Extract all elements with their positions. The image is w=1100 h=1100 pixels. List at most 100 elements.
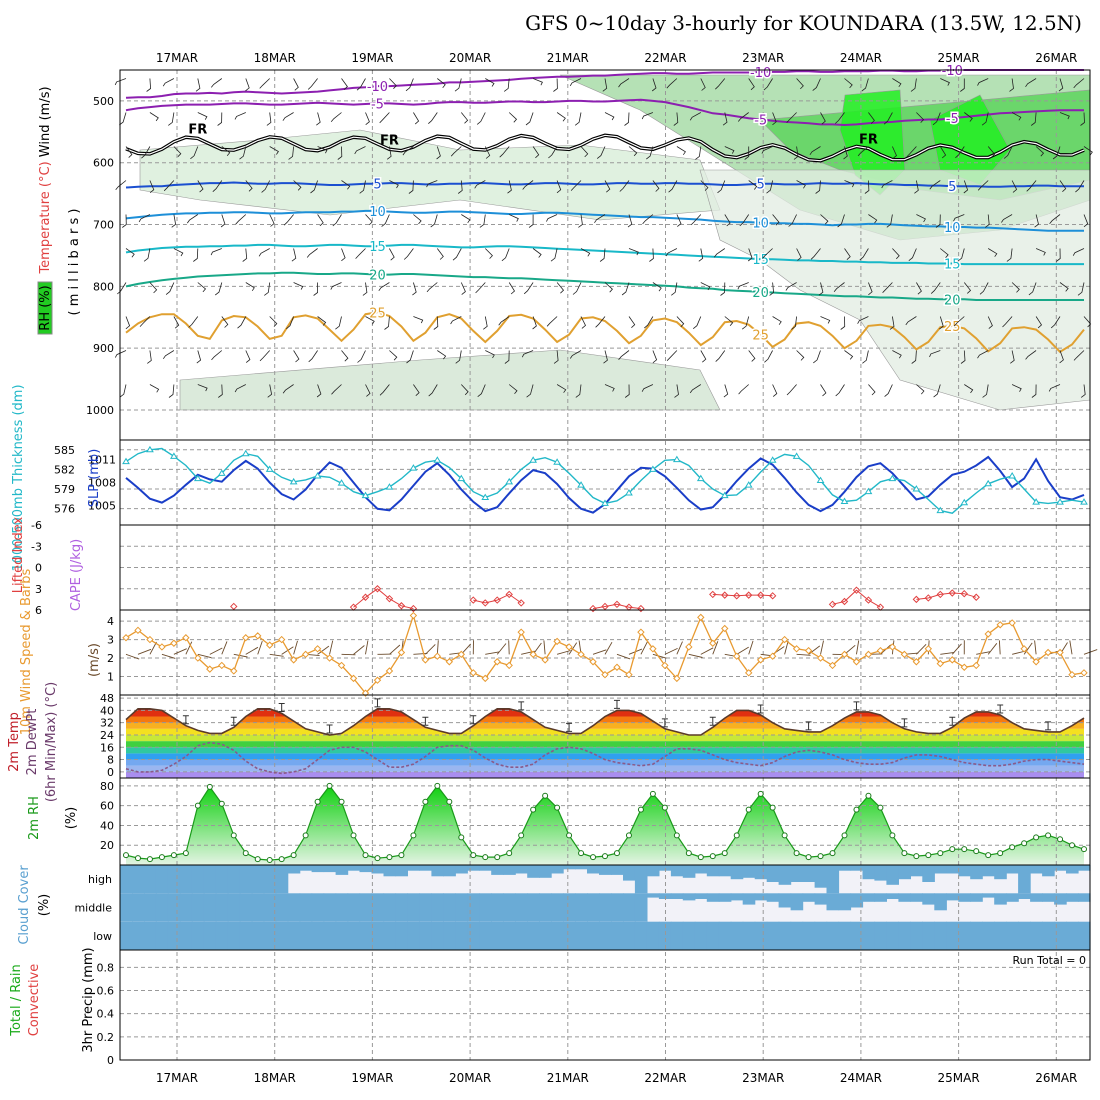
wind-barb bbox=[365, 316, 375, 325]
cloud-cover-cell bbox=[359, 921, 373, 950]
temperature-contour--10 bbox=[125, 69, 1084, 99]
cloud-cover-cell bbox=[623, 893, 636, 922]
surface-wind-barb bbox=[820, 640, 824, 655]
temperature-band bbox=[120, 695, 1090, 704]
cloud-cover-cell bbox=[766, 865, 780, 882]
wind-barb bbox=[504, 350, 510, 364]
wind-barb bbox=[668, 180, 678, 193]
thickness-marker bbox=[720, 491, 729, 499]
rh-marker bbox=[230, 832, 237, 839]
wind-barb bbox=[940, 78, 950, 86]
panel-side-label: (m/s) bbox=[87, 643, 102, 677]
thickness-marker bbox=[1032, 498, 1040, 505]
rh-marker bbox=[314, 798, 321, 805]
wind-barb bbox=[357, 350, 366, 363]
wind-barb bbox=[259, 350, 270, 362]
cloud-cover-cell bbox=[323, 865, 337, 873]
wind-barb bbox=[556, 384, 567, 393]
pressure-tick-label: 600 bbox=[93, 157, 114, 170]
wind-speed-marker bbox=[697, 613, 705, 622]
wind-barb bbox=[1083, 214, 1089, 228]
wind-barb bbox=[796, 248, 802, 261]
date-label-bottom: 18MAR bbox=[254, 1071, 296, 1085]
panel-side-label: Convective bbox=[27, 964, 42, 1037]
wind-barb bbox=[501, 248, 510, 262]
wind-barb bbox=[526, 384, 534, 398]
precip-tick-label: 0.4 bbox=[97, 1008, 115, 1021]
wind-barb bbox=[1025, 350, 1037, 360]
wind-barb bbox=[939, 316, 944, 330]
cloud-cover-cell bbox=[946, 865, 959, 874]
cloud-cover-cell bbox=[275, 893, 289, 922]
temperature-line bbox=[125, 707, 1085, 736]
cloud-cover-cell bbox=[766, 921, 780, 950]
cloud-cover-cell bbox=[898, 865, 911, 880]
cloud-cover-cell bbox=[910, 865, 923, 877]
panel-side-label-part: RH (%) bbox=[38, 285, 53, 330]
wind-barb bbox=[987, 146, 996, 158]
wind-barb bbox=[437, 350, 447, 360]
cloud-cover-cell bbox=[1042, 865, 1055, 877]
axis-labels: 17MAR 17MAR 18MAR 18MAR 19MAR 19MAR 20MAR 20MAR… bbox=[7, 51, 1086, 1085]
wind-barb bbox=[479, 214, 486, 228]
cloud-cover-cell bbox=[299, 921, 313, 950]
wind-barb bbox=[569, 350, 582, 359]
wind-barb bbox=[868, 282, 873, 296]
wind-speed-marker bbox=[146, 635, 154, 644]
cloud-cover-cell bbox=[1066, 893, 1079, 902]
wind-barb bbox=[857, 146, 869, 157]
cloud-cover-cell bbox=[323, 893, 337, 922]
data-series: -10 -10 -10 -5 -5 -5 5 5 5 10 10 10 15 15 15 20 20 20 25 25… bbox=[114, 63, 1098, 864]
cloud-cover-cell bbox=[982, 921, 995, 950]
rh-marker bbox=[649, 790, 656, 797]
wind-barb bbox=[603, 350, 608, 364]
temperature-band bbox=[126, 765, 1084, 772]
wind-barb bbox=[820, 316, 831, 324]
cloud-cover-cell bbox=[623, 921, 636, 950]
wind-barb bbox=[791, 316, 797, 330]
wind-speed-marker bbox=[721, 624, 729, 633]
rh-marker bbox=[362, 852, 369, 859]
panel-side-label: SLP (mb) bbox=[87, 449, 102, 508]
contour-label: 25 bbox=[752, 329, 769, 344]
chart-title: GFS 0~10day 3-hourly for KOUNDARA (13.5W… bbox=[525, 11, 1082, 35]
rh-legend-swatch bbox=[37, 281, 53, 335]
wind-barb bbox=[405, 78, 414, 92]
cloud-cover-cell bbox=[898, 893, 911, 902]
wind-barb bbox=[844, 78, 853, 89]
date-label-top: 25MAR bbox=[938, 51, 980, 65]
wind-speed-marker bbox=[397, 648, 406, 657]
wind-barb bbox=[389, 78, 397, 89]
cloud-cover-cell bbox=[167, 865, 181, 894]
wind-barb bbox=[932, 112, 941, 126]
wind-barb bbox=[979, 282, 989, 295]
wind-barb bbox=[644, 316, 654, 329]
wind-barb bbox=[317, 146, 328, 154]
wind-barb bbox=[433, 316, 439, 330]
cloud-cover-cell bbox=[503, 921, 516, 950]
panel-side-label: Temperature (°C) Wind (m/s) bbox=[38, 86, 53, 274]
panel-side-label-part: Temperature (°C) bbox=[38, 157, 53, 274]
wind-barb bbox=[521, 350, 534, 358]
rh-marker bbox=[733, 832, 740, 839]
thickness-tick-label: 579 bbox=[54, 483, 75, 496]
wind-barb bbox=[698, 248, 704, 262]
freezing-level-label: FR bbox=[188, 122, 207, 137]
wind-barb bbox=[168, 112, 175, 126]
cloud-cover-cell bbox=[227, 921, 241, 950]
rh-marker bbox=[602, 853, 608, 860]
cloud-cover-cell bbox=[994, 893, 1007, 905]
wind-barb bbox=[641, 384, 654, 392]
rh-marker bbox=[781, 832, 788, 839]
wind-barb bbox=[293, 350, 300, 363]
cloud-cover-cell bbox=[587, 921, 600, 950]
cloud-cover-cell bbox=[646, 921, 660, 950]
cloud-cover-cell bbox=[634, 921, 648, 950]
panel-side-label: 2m RH bbox=[27, 796, 42, 840]
cloud-cover-cell bbox=[646, 893, 660, 898]
cloud-cover-cell bbox=[179, 893, 193, 922]
wind-barb bbox=[835, 384, 845, 397]
wind-barb bbox=[671, 282, 678, 296]
rh-marker bbox=[350, 832, 357, 839]
wind-barb bbox=[235, 214, 247, 225]
